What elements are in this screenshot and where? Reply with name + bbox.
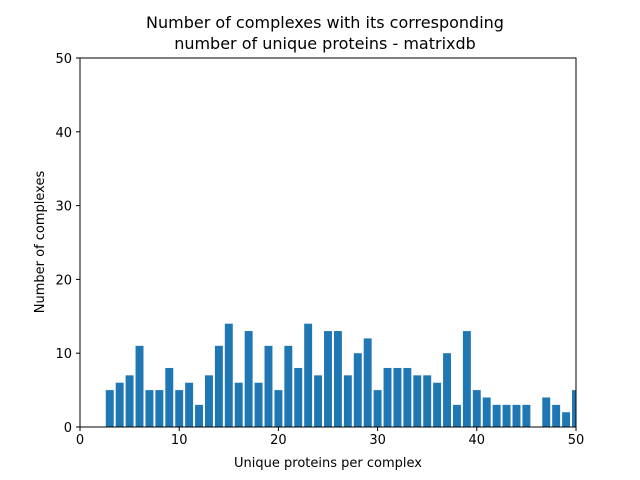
bar-x-28 <box>353 353 362 427</box>
bar-x-9 <box>165 367 174 427</box>
bar-x-40 <box>472 390 481 427</box>
bar-x-32 <box>393 367 402 427</box>
bar-x-25 <box>324 331 332 427</box>
bar-x-21 <box>284 345 293 427</box>
bar-x-33 <box>403 367 412 427</box>
y-tick-label: 0 <box>64 421 72 436</box>
y-tick-label: 20 <box>55 273 72 288</box>
bar-x-38 <box>452 404 461 427</box>
bar-x-18 <box>254 382 263 427</box>
bar-x-44 <box>512 404 521 427</box>
bar-x-10 <box>175 390 184 427</box>
bar-x-41 <box>482 397 491 427</box>
x-tick-label: 40 <box>469 433 486 448</box>
bar-x-27 <box>343 375 352 427</box>
bar-x-34 <box>413 375 422 427</box>
bar-x-45 <box>522 404 531 427</box>
bar-x-8 <box>155 390 164 427</box>
bar-x-35 <box>423 375 432 427</box>
bar-x-4 <box>115 382 124 427</box>
bar-x-43 <box>502 404 511 427</box>
bar-x-13 <box>204 375 213 427</box>
plot-frame <box>79 57 577 428</box>
bar-x-19 <box>264 345 273 427</box>
bar-x-20 <box>274 390 283 427</box>
bar-x-29 <box>363 338 372 427</box>
y-tick-label: 50 <box>55 52 72 67</box>
bar-x-11 <box>185 382 194 427</box>
bar-x-39 <box>462 331 471 427</box>
y-axis-label: Number of complexes <box>33 171 48 314</box>
bar-x-31 <box>383 367 392 427</box>
x-tick-label: 10 <box>171 433 188 448</box>
chart-title-line-2: number of unique proteins - matrixdb <box>174 34 476 53</box>
bar-x-30 <box>373 390 382 427</box>
bar-x-26 <box>333 331 342 427</box>
bar-x-37 <box>443 353 452 427</box>
bar-x-12 <box>195 404 204 427</box>
bar-x-47 <box>542 397 551 427</box>
bar-x-48 <box>552 404 561 427</box>
x-tick-label: 20 <box>270 433 287 448</box>
bar-x-16 <box>234 382 243 427</box>
bars-layer <box>105 323 576 427</box>
bar-x-14 <box>214 345 223 427</box>
x-axis-label: Unique proteins per complex <box>234 456 422 471</box>
bar-x-42 <box>492 404 501 427</box>
bar-x-50 <box>572 390 576 427</box>
x-tick-label: 50 <box>568 433 585 448</box>
bar-x-17 <box>244 331 253 427</box>
bar-x-36 <box>433 382 442 427</box>
bar-x-15 <box>224 323 233 427</box>
bar-x-23 <box>304 323 313 427</box>
y-tick-label: 10 <box>55 347 72 362</box>
bar-x-6 <box>135 345 144 427</box>
bar-x-24 <box>314 375 323 427</box>
x-tick-label: 0 <box>76 433 84 448</box>
bar-x-5 <box>125 375 134 427</box>
bar-x-22 <box>294 367 303 427</box>
bar-x-7 <box>145 390 154 427</box>
bar-x-49 <box>562 412 571 427</box>
y-tick-label: 40 <box>55 126 72 141</box>
chart-title-line-1: Number of complexes with its correspondi… <box>146 13 504 32</box>
x-tick-label: 30 <box>369 433 386 448</box>
y-tick-label: 30 <box>55 200 72 215</box>
ticks-layer: 0 10 20 30 40 50 0 10 20 30 40 50 <box>55 52 584 448</box>
bar-x-3 <box>105 390 114 427</box>
